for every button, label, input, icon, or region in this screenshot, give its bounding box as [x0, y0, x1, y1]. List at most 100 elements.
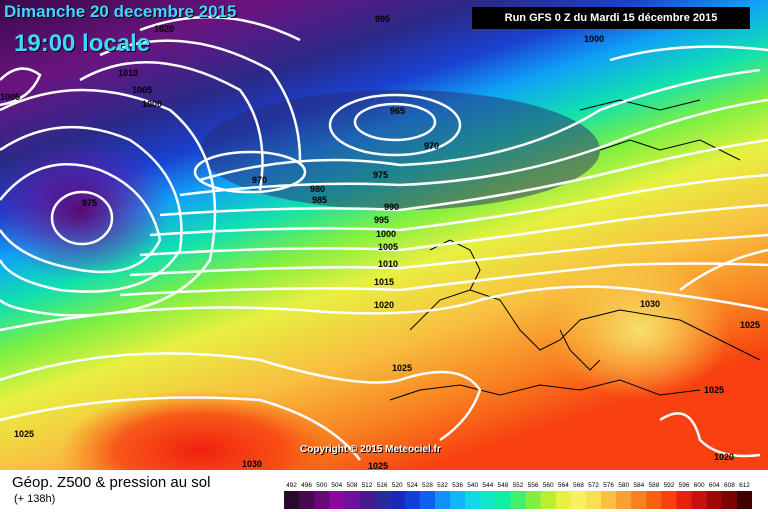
isobar-label: 1025 [704, 385, 724, 395]
run-info: Run GFS 0 Z du Mardi 15 décembre 2015 [472, 7, 750, 29]
legend-label: 492 [286, 482, 297, 489]
legend-swatch [435, 491, 451, 509]
legend-swatch [359, 491, 376, 509]
legend-swatch [736, 491, 752, 509]
color-legend: 492 496 500 504 508 512 516 520 524 528 532 536 540 5… [284, 482, 752, 509]
legend-swatch [329, 491, 345, 509]
legend-label: 592 [664, 482, 675, 489]
isobar-label: 1025 [368, 461, 388, 470]
legend-label: 512 [362, 482, 373, 489]
legend-swatch [344, 491, 360, 509]
isobar-label: 990 [384, 202, 399, 212]
legend-swatch [510, 491, 527, 509]
legend-swatch [631, 491, 647, 509]
legend-label: 536 [452, 482, 463, 489]
isobar-label: 1025 [740, 320, 760, 330]
legend-label: 572 [588, 482, 599, 489]
isobar-label: 995 [375, 14, 390, 24]
isobar-labels: 1020 995 1000 1005 1010 1005 1000 965 97… [0, 14, 760, 470]
legend-label: 508 [346, 482, 357, 489]
isobar-label: 975 [373, 170, 388, 180]
isobar-label: 985 [312, 195, 327, 205]
forecast-time: 19:00 locale [14, 30, 151, 57]
legend-swatch [721, 491, 738, 509]
legend-swatch [676, 491, 693, 509]
isobar-label: 1020 [154, 24, 174, 34]
isobar-label: 1000 [584, 34, 604, 44]
legend-swatch [555, 491, 572, 509]
isobar-label: 1010 [378, 259, 398, 269]
legend-swatch [284, 491, 300, 509]
forecast-offset: (+ 138h) [14, 493, 56, 505]
legend-label: 532 [437, 482, 448, 489]
legend-label: 612 [739, 482, 750, 489]
legend-label: 520 [392, 482, 403, 489]
isobar-label: 1015 [374, 277, 394, 287]
isobar-label: 1005 [132, 85, 152, 95]
high-geopotential-area [60, 390, 340, 470]
legend-swatch [540, 491, 557, 509]
isobar-label: 980 [310, 184, 325, 194]
legend-swatch [616, 491, 632, 509]
legend-label: 596 [679, 482, 690, 489]
legend-label: 500 [316, 482, 327, 489]
legend-swatch [706, 491, 723, 509]
legend-swatch [374, 491, 391, 509]
legend-swatch [450, 491, 466, 509]
legend-label: 496 [301, 482, 312, 489]
isobar-label: 1005 [378, 242, 398, 252]
isobar-label: 1000 [376, 229, 396, 239]
legend-label: 608 [724, 482, 735, 489]
legend-label: 552 [513, 482, 524, 489]
legend-swatch [389, 491, 406, 509]
isobar-label: 995 [374, 215, 389, 225]
legend-swatch [480, 491, 496, 509]
footer: Géop. Z500 & pression au sol (+ 138h) 49… [0, 470, 768, 512]
isobar-label: 1020 [374, 300, 394, 310]
legend-label: 564 [558, 482, 569, 489]
isobar-label: 975 [82, 198, 97, 208]
legend-swatch [419, 491, 436, 509]
forecast-date: Dimanche 20 decembre 2015 [4, 2, 237, 21]
isobar-label: 970 [424, 141, 439, 151]
legend-label: 540 [467, 482, 478, 489]
isobar-label: 1030 [242, 459, 262, 469]
weather-map: 1020 995 1000 1005 1010 1005 1000 965 97… [0, 0, 768, 470]
isobar-label: 970 [252, 175, 267, 185]
legend-swatch [691, 491, 708, 509]
legend-swatch [570, 491, 587, 509]
isobar-label: 1030 [640, 299, 660, 309]
legend-label: 556 [528, 482, 539, 489]
legend-swatch [601, 491, 617, 509]
legend-swatch [661, 491, 677, 509]
legend-label: 524 [407, 482, 418, 489]
isobar-label: 1000 [142, 99, 162, 109]
legend-label: 580 [618, 482, 629, 489]
legend-label: 588 [648, 482, 659, 489]
legend-label: 568 [573, 482, 584, 489]
legend-label: 548 [497, 482, 508, 489]
legend-label: 600 [694, 482, 705, 489]
isobar-label: 1020 [714, 452, 734, 462]
ridge-area [550, 260, 730, 400]
isobar-label: 1025 [14, 429, 34, 439]
legend-swatch [646, 491, 662, 509]
isobar-label: 1010 [118, 68, 138, 78]
legend-label: 544 [482, 482, 493, 489]
low-geopotential-area [0, 140, 170, 280]
legend-label: 604 [709, 482, 720, 489]
legend-swatch [495, 491, 511, 509]
isobar-label: 1005 [0, 92, 20, 102]
legend-label: 560 [543, 482, 554, 489]
copyright: Copyright © 2015 Meteociel.fr [300, 444, 441, 455]
legend-swatch [299, 491, 315, 509]
map-title: Géop. Z500 & pression au sol [12, 474, 211, 491]
isobar-label: 965 [390, 106, 405, 116]
legend-swatch [404, 491, 421, 509]
legend-label: 576 [603, 482, 614, 489]
legend-swatch [465, 491, 481, 509]
legend-label: 528 [422, 482, 433, 489]
legend-swatch [585, 491, 602, 509]
isobars [0, 15, 768, 461]
isobar-label: 1025 [392, 363, 412, 373]
